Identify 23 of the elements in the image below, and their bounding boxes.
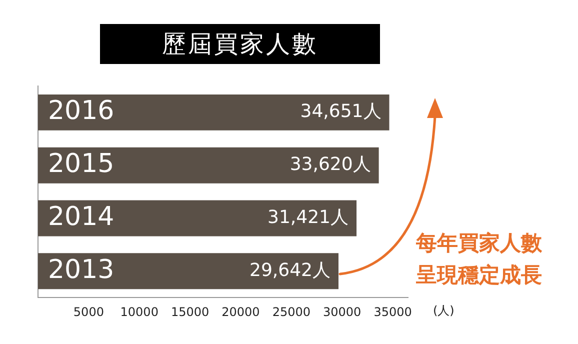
x-tick-label: 15000: [170, 304, 210, 319]
x-tick-label: 20000: [222, 304, 260, 319]
bar: [38, 200, 357, 236]
x-axis-title: (人): [433, 304, 454, 318]
x-tick-label: 5000: [73, 304, 104, 319]
x-tick-label: 35000: [374, 304, 412, 319]
y-tick-label: 2016: [48, 96, 114, 126]
y-tick-label: 2015: [48, 149, 114, 180]
bar: [38, 253, 338, 290]
x-tick-label: 25000: [272, 304, 311, 319]
x-tick-label: 10000: [120, 304, 158, 319]
y-tick-label: 2013: [48, 254, 114, 285]
y-tick-label: 2014: [48, 202, 114, 232]
text: 每年買家人數: [416, 230, 542, 257]
data-label: 29,642人: [249, 260, 330, 281]
chart-title: 歷屆買家人數: [100, 24, 380, 64]
data-label: 34,651人: [300, 101, 382, 122]
bar: [38, 147, 379, 184]
data-label: 33,620人: [290, 154, 371, 176]
bar: [38, 94, 390, 130]
text: 呈現穩定成長: [416, 262, 542, 289]
data-label: 31,421人: [268, 206, 349, 228]
x-tick-label: 30000: [323, 304, 362, 319]
